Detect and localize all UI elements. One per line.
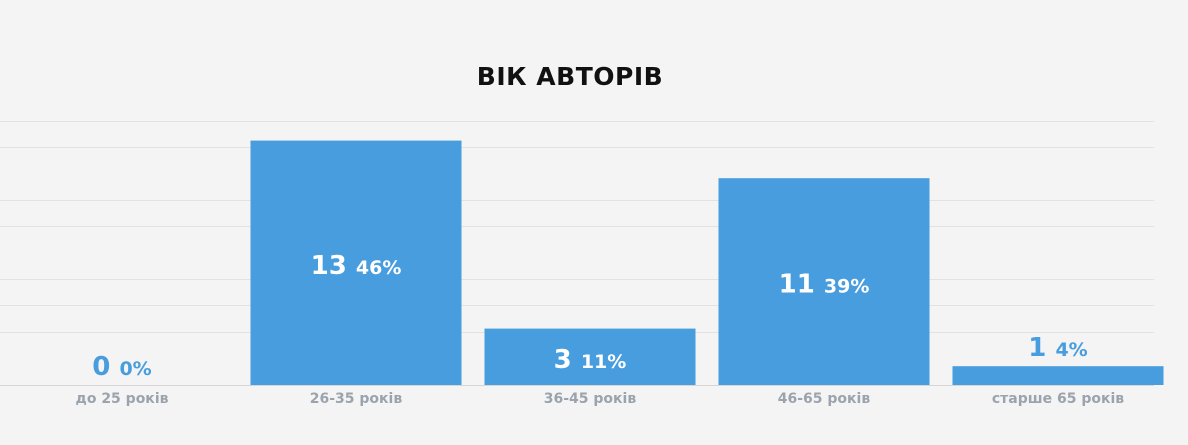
x-tick-label: 46-65 років xyxy=(778,391,871,407)
data-label-percent: 39% xyxy=(824,276,869,298)
data-label: 1 4% xyxy=(1028,333,1087,363)
x-tick-label: 26-35 років xyxy=(310,391,403,407)
data-label-percent: 4% xyxy=(1055,339,1087,361)
data-label-percent: 11% xyxy=(581,351,626,373)
chart-title: ВІК АВТОРІВ xyxy=(476,62,664,91)
data-label-count: 11 xyxy=(779,270,824,300)
x-tick-label: до 25 років xyxy=(76,391,169,407)
data-label: 13 46% xyxy=(311,251,402,281)
data-label-percent: 0% xyxy=(119,358,151,380)
data-label-count: 0 xyxy=(92,352,119,382)
bar xyxy=(250,140,462,385)
data-label-count: 3 xyxy=(554,345,581,375)
x-tick-label: старше 65 років xyxy=(992,391,1124,407)
data-label-count: 13 xyxy=(311,251,356,281)
x-tick-label: 36-45 років xyxy=(544,391,637,407)
bar xyxy=(718,178,930,385)
data-label: 3 11% xyxy=(554,345,627,375)
bar xyxy=(484,328,696,385)
data-label: 11 39% xyxy=(779,270,870,300)
bar xyxy=(952,366,1164,385)
data-label: 0 0% xyxy=(92,352,151,382)
data-label-count: 1 xyxy=(1028,333,1055,363)
data-label-percent: 46% xyxy=(356,257,401,279)
